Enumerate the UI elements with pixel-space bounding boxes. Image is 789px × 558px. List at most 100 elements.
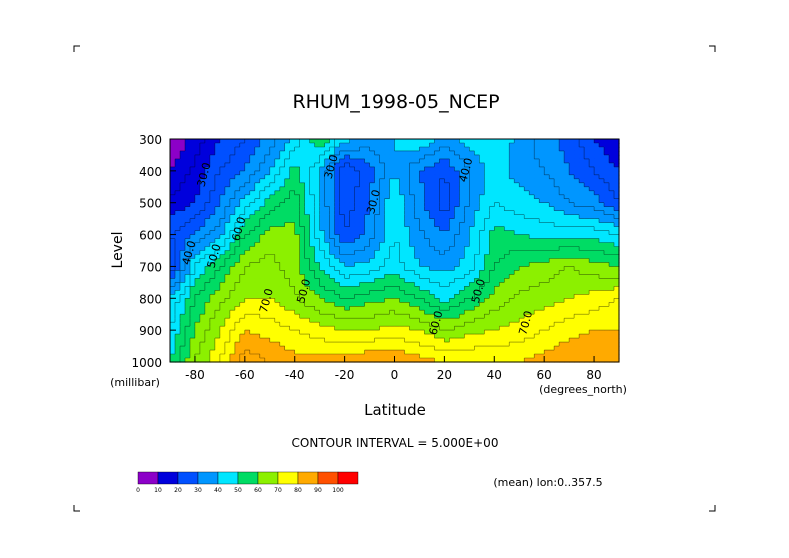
heat-cell — [509, 258, 515, 264]
heat-cell — [249, 294, 256, 299]
heat-cell — [189, 166, 196, 172]
heat-cell — [529, 294, 535, 299]
heat-cell — [554, 322, 560, 327]
heat-cell — [214, 346, 221, 351]
heat-cell — [284, 198, 291, 204]
heat-cell — [234, 338, 241, 343]
heat-cell — [354, 282, 361, 287]
heat-cell — [294, 214, 301, 220]
heat-cell — [219, 190, 226, 196]
heat-cell — [374, 322, 381, 327]
heat-cell — [199, 266, 206, 272]
heat-cell — [214, 139, 221, 144]
heat-cell — [209, 162, 216, 168]
heat-cell — [259, 222, 266, 228]
heat-cell — [384, 334, 391, 339]
heat-cell — [514, 330, 520, 335]
heat-cell — [364, 174, 371, 180]
heat-cell — [504, 354, 510, 359]
heat-cell — [319, 286, 326, 291]
heat-cell — [349, 234, 356, 240]
heat-cell — [609, 302, 615, 307]
heat-cell — [184, 302, 191, 307]
heat-cell — [244, 310, 251, 315]
heat-cell — [519, 302, 525, 307]
heat-cell — [304, 342, 311, 347]
heat-cell — [419, 278, 426, 283]
heat-cell — [514, 206, 520, 212]
heat-cell — [399, 170, 406, 176]
heat-cell — [509, 346, 515, 351]
heat-cell — [234, 139, 241, 144]
heat-cell — [299, 310, 306, 315]
heat-cell — [429, 182, 436, 188]
heat-cell — [314, 258, 321, 264]
heat-cell — [434, 202, 440, 208]
heat-cell — [579, 294, 585, 299]
heat-cell — [599, 250, 605, 256]
heat-cell — [519, 174, 525, 180]
heat-cell — [534, 330, 540, 335]
heat-cell — [429, 314, 436, 319]
heat-cell — [349, 194, 356, 200]
heat-cell — [349, 322, 356, 327]
heat-cell — [559, 314, 565, 319]
heat-cell — [289, 178, 296, 184]
heat-cell — [324, 178, 331, 184]
heat-cell — [274, 190, 281, 196]
heat-cell — [479, 330, 485, 335]
heat-cell — [524, 142, 530, 148]
heat-cell — [269, 354, 276, 359]
heat-cell — [204, 274, 211, 279]
heat-cell — [349, 326, 356, 331]
heat-cell — [344, 246, 351, 252]
heat-cell — [204, 350, 211, 355]
heat-cell — [489, 334, 495, 339]
crop-marks — [73, 45, 716, 512]
heat-cell — [449, 262, 455, 268]
heat-cell — [414, 210, 421, 216]
heat-cell — [419, 182, 426, 188]
heat-cell — [389, 290, 396, 295]
heat-cell — [294, 322, 301, 327]
heat-cell — [514, 162, 520, 168]
heat-cell — [499, 139, 505, 144]
heat-cell — [404, 254, 411, 260]
heat-cell — [329, 250, 336, 256]
heat-cell — [554, 278, 560, 283]
heat-cell — [194, 258, 201, 264]
heat-cell — [414, 190, 421, 196]
heat-cell — [549, 250, 555, 256]
heat-cell — [544, 354, 550, 359]
heat-cell — [229, 190, 236, 196]
heat-cell — [444, 338, 450, 343]
heat-cell — [329, 314, 336, 319]
heat-cell — [544, 342, 550, 347]
heat-cell — [544, 226, 550, 232]
heat-cell — [554, 346, 560, 351]
heat-cell — [264, 222, 271, 228]
heat-cell — [204, 286, 211, 291]
heat-cell — [289, 182, 296, 188]
heat-cell — [314, 302, 321, 307]
heat-cell — [574, 314, 580, 319]
heat-cell — [514, 322, 520, 327]
heat-cell — [244, 306, 251, 311]
heat-cell — [409, 274, 416, 279]
heat-cell — [364, 186, 371, 192]
heat-cell — [539, 250, 545, 256]
heat-cell — [574, 226, 580, 232]
heat-cell — [339, 306, 346, 311]
heat-cell — [479, 214, 485, 220]
heat-cell — [444, 274, 450, 279]
heat-cell — [289, 246, 296, 252]
heat-cell — [329, 270, 336, 275]
heat-cell — [444, 226, 450, 232]
heat-cell — [359, 246, 366, 252]
heat-cell — [549, 330, 555, 335]
heat-cell — [574, 302, 580, 307]
heat-cell — [170, 202, 176, 208]
heat-cell — [279, 342, 286, 347]
heat-cell — [539, 346, 545, 351]
heat-cell — [174, 202, 181, 208]
